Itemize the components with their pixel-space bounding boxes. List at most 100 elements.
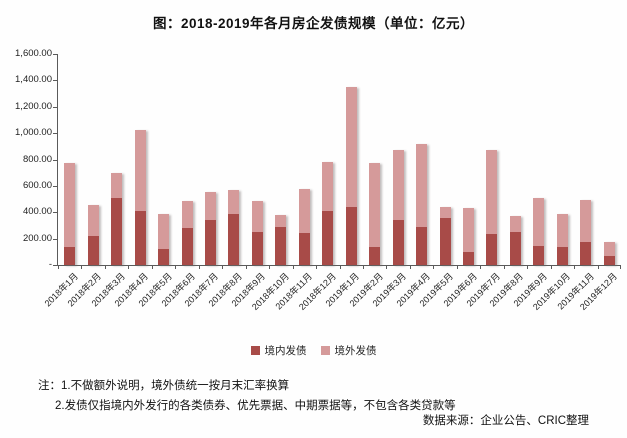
bar-2018年7月 xyxy=(204,191,216,265)
y-axis-tick xyxy=(53,80,57,82)
bar-segment-overseas xyxy=(181,201,193,229)
bar-segment-overseas xyxy=(509,216,521,233)
y-axis-tick-label: 200.00 xyxy=(22,232,52,244)
bar-segment-overseas xyxy=(416,143,428,227)
x-axis-tick xyxy=(339,265,341,269)
bar-2019年9月 xyxy=(533,198,545,265)
y-axis-tick xyxy=(53,106,57,108)
bar-2018年3月 xyxy=(111,173,123,265)
bar-2018年9月 xyxy=(251,201,263,265)
x-axis-tick xyxy=(175,265,177,269)
x-axis-tick xyxy=(81,265,83,269)
bar-segment-overseas xyxy=(64,162,76,247)
footnote-line-1: 注：1.不做额外说明，境外债统一按月末汇率换算 xyxy=(38,380,290,392)
legend-item-overseas: 境外发债 xyxy=(320,343,377,358)
bar-segment-overseas xyxy=(603,241,615,257)
bar-segment-overseas xyxy=(463,208,475,253)
legend: 境内发债 境外发债 xyxy=(0,343,627,358)
y-axis-tick-label: 600.00 xyxy=(22,179,52,191)
bar-segment-overseas xyxy=(204,191,216,221)
y-axis-tick-label: 400.00 xyxy=(22,206,52,218)
bar-segment-overseas xyxy=(392,150,404,221)
x-axis-tick xyxy=(456,265,458,269)
bar-segment-overseas xyxy=(322,162,334,211)
bar-2019年6月 xyxy=(463,208,475,265)
x-axis-tick xyxy=(480,265,482,269)
bar-2019年4月 xyxy=(416,143,428,265)
x-axis-tick xyxy=(362,265,364,269)
bar-2018年8月 xyxy=(228,189,240,265)
bar-segment-overseas xyxy=(580,199,592,242)
bar-segment-overseas xyxy=(369,163,381,247)
bar-segment-overseas xyxy=(486,150,498,234)
x-axis-tick xyxy=(128,265,130,269)
y-axis-tick xyxy=(53,133,57,135)
bar-2018年11月 xyxy=(298,188,310,265)
x-axis-tick xyxy=(527,265,529,269)
bar-segment-overseas xyxy=(134,129,146,211)
bar-segment-overseas xyxy=(111,173,123,198)
x-axis-tick xyxy=(503,265,505,269)
y-axis-tick xyxy=(53,185,57,187)
bar-2019年11月 xyxy=(580,199,592,265)
x-axis-tick xyxy=(574,265,576,269)
x-axis-tick xyxy=(58,265,59,269)
bar-2019年10月 xyxy=(556,214,568,265)
y-axis-tick xyxy=(53,265,57,266)
bar-2019年5月 xyxy=(439,206,451,265)
legend-label-overseas: 境外发债 xyxy=(334,345,377,357)
data-source: 数据来源：企业公告、CRIC整理 xyxy=(422,415,589,427)
bar-segment-overseas xyxy=(439,206,451,219)
bar-2019年7月 xyxy=(486,150,498,265)
bar-segment-overseas xyxy=(158,213,170,250)
x-axis-tick xyxy=(550,265,552,269)
y-axis-tick-label: 800.00 xyxy=(22,153,52,165)
bar-segment-overseas xyxy=(275,214,287,228)
y-axis-tick xyxy=(53,159,57,161)
x-axis-tick xyxy=(620,265,621,269)
y-axis-tick-label: 1,400.00 xyxy=(15,74,52,86)
x-axis-tick xyxy=(104,265,106,269)
y-axis-tick-label: - xyxy=(48,259,52,270)
bar-segment-overseas xyxy=(87,205,99,236)
plot-area xyxy=(53,54,621,269)
x-axis-tick xyxy=(245,265,247,269)
x-axis-tick xyxy=(222,265,224,269)
y-axis-tick xyxy=(53,54,57,55)
bar-2019年8月 xyxy=(509,216,521,265)
x-axis-tick xyxy=(292,265,294,269)
y-axis-tick-label: 1,000.00 xyxy=(15,127,52,139)
bar-2018年1月 xyxy=(64,162,76,265)
bar-2018年10月 xyxy=(275,214,287,265)
bar-2019年1月 xyxy=(345,86,357,265)
y-axis-tick xyxy=(53,238,57,240)
chart-title: 图：2018-2019年各月房企发债规模（单位：亿元） xyxy=(152,16,475,31)
bar-2018年5月 xyxy=(158,213,170,265)
legend-label-domestic: 境内发债 xyxy=(264,345,307,357)
y-axis-tick-label: 1,200.00 xyxy=(15,100,52,112)
bar-segment-overseas xyxy=(251,201,263,233)
x-axis-tick xyxy=(198,265,200,269)
bar-2018年6月 xyxy=(181,201,193,265)
bar-2019年3月 xyxy=(392,150,404,265)
x-axis-tick xyxy=(433,265,435,269)
bar-segment-overseas xyxy=(345,86,357,207)
bar-segment-overseas xyxy=(298,188,310,234)
x-axis-tick xyxy=(386,265,388,269)
legend-item-domestic: 境内发债 xyxy=(250,343,307,358)
x-axis-tick xyxy=(151,265,153,269)
legend-swatch-domestic xyxy=(250,346,260,355)
bar-2019年12月 xyxy=(603,241,615,265)
x-axis-tick xyxy=(269,265,271,269)
bar-segment-overseas xyxy=(556,214,568,247)
footnote-line-2: 2.发债仅指境内外发行的各类债券、优先票据、中期票据等，不包含各类贷款等 xyxy=(55,400,456,412)
bar-2018年4月 xyxy=(134,129,146,265)
x-axis-tick xyxy=(597,265,599,269)
x-axis-tick xyxy=(316,265,318,269)
bar-2019年2月 xyxy=(369,163,381,265)
bar-segment-overseas xyxy=(533,198,545,246)
footnotes: 注：1.不做额外说明，境外债统一按月末汇率换算 2.发债仅指境内外发行的各类债券… xyxy=(38,376,456,416)
bar-segment-overseas xyxy=(228,189,240,214)
x-axis-tick xyxy=(409,265,411,269)
